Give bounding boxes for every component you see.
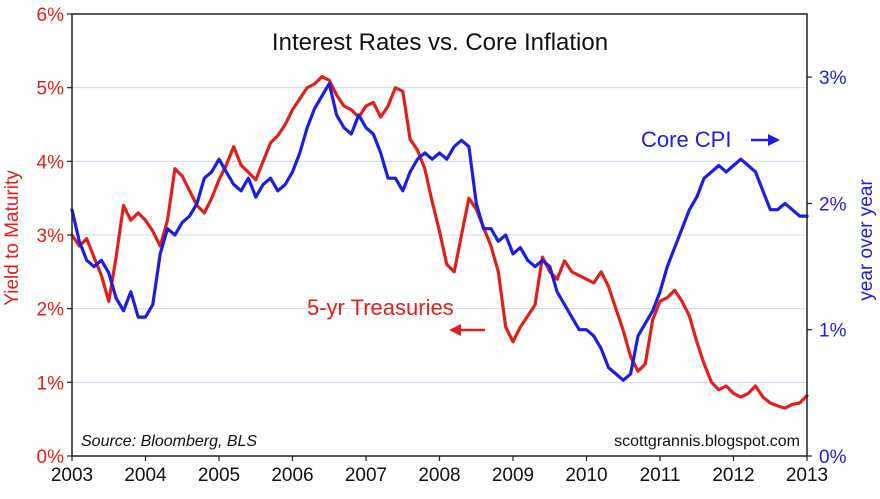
series-layer: [70, 74, 809, 410]
annotation-core-cpi: Core CPI: [641, 127, 731, 152]
chart-title: Interest Rates vs. Core Inflation: [272, 29, 608, 56]
y-left-axis-label: Yield to Maturity: [2, 170, 23, 306]
x-tick-label: 2013: [786, 465, 828, 486]
x-tick-label: 2008: [418, 465, 460, 486]
y-right-tick-label: 3%: [819, 68, 847, 89]
x-tick-label: 2011: [640, 465, 681, 486]
x-tick-label: 2012: [712, 465, 754, 486]
y-left-tick-label: 3%: [37, 226, 65, 247]
y-right-axis-label: year over year: [856, 179, 877, 301]
left-arrow-icon: [449, 324, 485, 336]
x-tick-label: 2003: [51, 465, 93, 486]
series-line-core-cpi: [70, 81, 809, 382]
x-tick-label: 2007: [345, 465, 387, 486]
x-tick-label: 2006: [271, 465, 313, 486]
y-right-tick-label: 2%: [819, 194, 847, 215]
y-left-tick-label: 2%: [37, 300, 65, 321]
y-left-tick-label: 0%: [37, 447, 65, 468]
x-tick-label: 2004: [124, 465, 167, 486]
y-left-tick-label: 1%: [37, 373, 65, 394]
y-right-tick-label: 0%: [819, 447, 847, 468]
y-left-tick-label: 4%: [37, 152, 65, 173]
x-tick-label: 2010: [565, 465, 607, 486]
series-line-5-yr-treasuries: [70, 74, 809, 410]
right-arrow-icon: [751, 134, 780, 146]
y-left-tick-label: 5%: [37, 79, 65, 100]
ticks-layer: 0% 1% 2% 3% 4% 5% 6% 0% 1% 2% 3% 2003 2004 2005 2006 20…: [37, 5, 847, 486]
y-right-tick-label: 1%: [819, 321, 847, 342]
source-note: Source: Bloomberg, BLS: [81, 433, 257, 450]
x-tick-label: 2005: [198, 465, 240, 486]
credit-note: scottgrannis.blogspot.com: [614, 433, 800, 450]
x-tick-label: 2009: [492, 465, 534, 486]
annotation-5yr-treasuries: 5-yr Treasuries: [307, 295, 454, 320]
y-left-tick-label: 6%: [37, 5, 65, 26]
